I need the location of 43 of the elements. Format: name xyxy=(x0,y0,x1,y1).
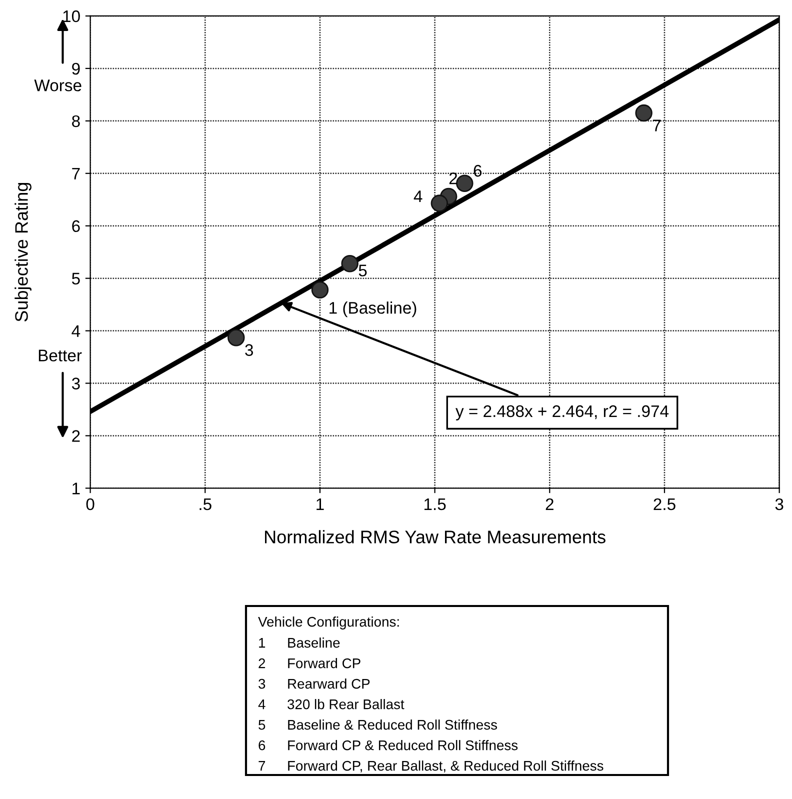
text: 7 Forward CP, Rear Ballast, & Reduced Roll Stiffness xyxy=(258,760,604,772)
annotation: 5 xyxy=(358,264,367,276)
text: 3 Rearward CP xyxy=(258,678,370,689)
text: Worse xyxy=(34,80,82,92)
point xyxy=(228,328,245,346)
y-tick-label: 9 xyxy=(72,62,80,75)
text: 1 Baseline xyxy=(259,638,340,648)
text: 4 320 lb Rear Ballast xyxy=(258,699,404,710)
annotation: 1 (Baseline) xyxy=(330,302,416,318)
x-tick-label: 2 xyxy=(546,498,554,510)
point xyxy=(456,174,474,192)
y-tick-label: 2 xyxy=(72,430,80,442)
x-tick-label: 3 xyxy=(775,498,784,510)
y-tick-label: 4 xyxy=(72,325,80,337)
text: 2 Forward CP xyxy=(258,658,360,668)
annotation: 2 xyxy=(449,172,458,184)
x-tick-label: 1.5 xyxy=(424,498,446,510)
point xyxy=(635,104,652,122)
text: 6 Forward CP & Reduced Roll Stiffness xyxy=(258,740,518,750)
y-tick-label: 5 xyxy=(72,272,80,285)
annotation: 7 xyxy=(653,120,661,132)
y-tick-label: 8 xyxy=(72,115,80,128)
annotation: y = 2.488x + 2.464, r2 = .974 xyxy=(456,405,669,420)
text: Vehicle Configurations: xyxy=(258,616,399,630)
point xyxy=(430,194,448,212)
text: Better xyxy=(38,350,82,362)
x-tick-label: 1 xyxy=(316,498,324,510)
y-tick-label: 3 xyxy=(72,378,80,390)
x-axis-title: Normalized RMS Yaw Rate Measurements xyxy=(265,530,606,544)
annotation: 6 xyxy=(474,164,482,177)
annotation: 4 xyxy=(414,190,422,202)
y-tick-label: 1 xyxy=(72,482,80,494)
y-axis-title: Subjective Rating xyxy=(14,182,32,322)
y-tick-label: 6 xyxy=(72,220,80,232)
y-tick-label: 10 xyxy=(63,10,80,22)
x-tick-label: .5 xyxy=(200,498,212,510)
y-tick-label: 7 xyxy=(72,168,80,180)
point xyxy=(311,281,329,298)
x-tick-label: 0 xyxy=(86,498,94,510)
x-tick-label: 2.5 xyxy=(654,498,676,510)
text: 5 Baseline & Reduced Roll Stiffness xyxy=(258,720,498,730)
annotation: 3 xyxy=(245,344,254,356)
point xyxy=(341,255,358,272)
